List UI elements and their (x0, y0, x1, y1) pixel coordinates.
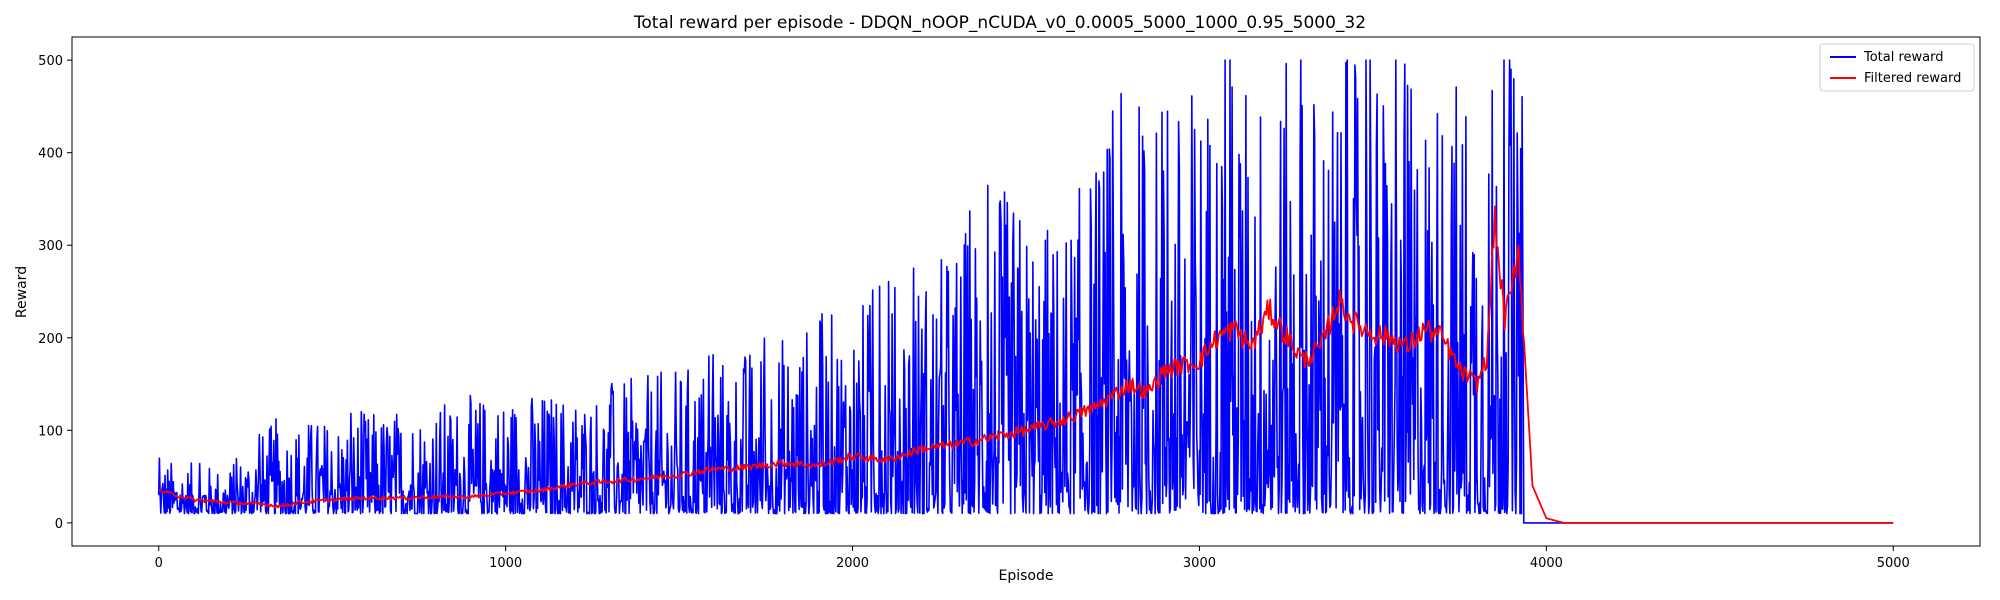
series-filtered-reward (158, 205, 1894, 524)
chart-title: Total reward per episode - DDQN_nOOP_nCU… (633, 13, 1366, 33)
x-tick-label: 0 (155, 556, 163, 571)
y-tick-label: 0 (55, 517, 63, 532)
x-axis: 0 1000 2000 3000 4000 5000 (155, 546, 1910, 571)
x-tick-label: 4000 (1530, 556, 1563, 571)
x-tick-label: 3000 (1183, 556, 1216, 571)
filtered-reward-line (158, 205, 1894, 524)
x-tick-label: 1000 (489, 556, 522, 571)
y-tick-label: 300 (38, 239, 63, 254)
plot-area (71, 36, 1981, 547)
legend-label-total-reward: Total reward (1863, 50, 1944, 65)
y-tick-label: 200 (38, 332, 63, 347)
x-tick-label: 2000 (836, 556, 869, 571)
y-tick-label: 100 (38, 424, 63, 439)
y-axis-title: Reward (14, 266, 30, 318)
y-tick-label: 400 (38, 147, 63, 162)
legend: Total reward Filtered reward (1819, 43, 1975, 92)
legend-label-filtered-reward: Filtered reward (1864, 71, 1961, 86)
legend-frame (1819, 43, 1975, 92)
plot-frame (71, 36, 1981, 547)
x-axis-title: Episode (999, 568, 1054, 584)
y-tick-label: 500 (38, 54, 63, 69)
y-axis: 0 100 200 300 400 500 (38, 54, 72, 532)
x-tick-label: 5000 (1877, 556, 1910, 571)
series-total-reward (157, 59, 1894, 524)
total-reward-line (157, 59, 1894, 524)
